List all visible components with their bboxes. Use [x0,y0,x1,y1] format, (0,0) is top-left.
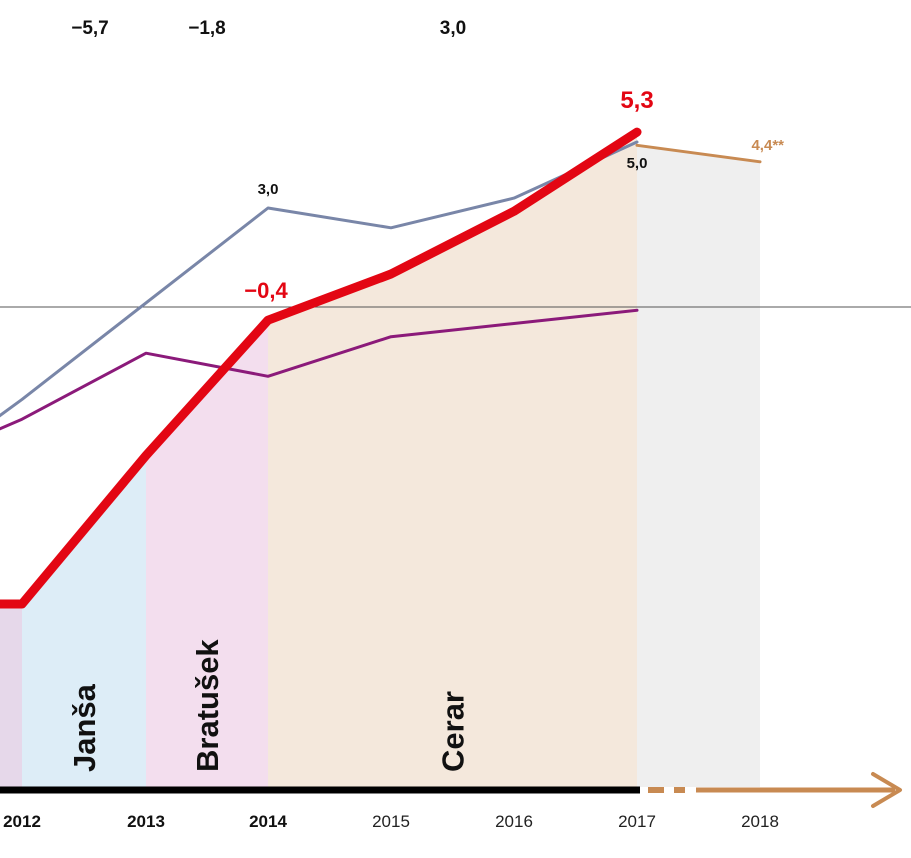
x-tick-2018: 2018 [741,812,779,831]
x-tick-2015: 2015 [372,812,410,831]
top-value-1: −5,7 [71,18,109,39]
x-tick-2012: 2012 [3,812,41,831]
series-lines [0,127,762,609]
area-above-forecast [637,0,760,162]
x-axis-ticks: 2012 2013 2014 2015 2016 2017 2018 [3,812,779,831]
data-labels: 5,3 −0,4 3,0 5,0 4,4** [244,87,784,303]
x-tick-2017: 2017 [618,812,656,831]
timeline-axis [0,772,902,808]
data-label-5-0: 5,0 [627,155,648,172]
timeline-arrow-head [871,772,902,808]
period-label-cerar: Cerar [436,691,471,772]
data-label-5-3: 5,3 [620,87,653,114]
x-tick-2014: 2014 [249,812,287,831]
data-label-3-0: 3,0 [258,181,279,198]
top-value-3: 3,0 [440,18,466,39]
period-labels: Janša Bratušek Cerar [67,639,471,772]
x-tick-2013: 2013 [127,812,165,831]
series-line-forecast [635,143,762,164]
data-label-4-4-: 4,4** [751,137,784,154]
period-label-bratu-ek: Bratušek [190,639,225,772]
data-label--0-4: −0,4 [244,278,288,303]
top-value-2: −1,8 [188,18,226,39]
top-values-row: −5,7 −1,8 3,0 [71,18,466,39]
area-above-main-line [0,0,637,604]
period-label-jan-a: Janša [67,683,102,772]
x-tick-2016: 2016 [495,812,533,831]
government-periods [0,0,760,787]
series-line-grey [0,140,639,418]
